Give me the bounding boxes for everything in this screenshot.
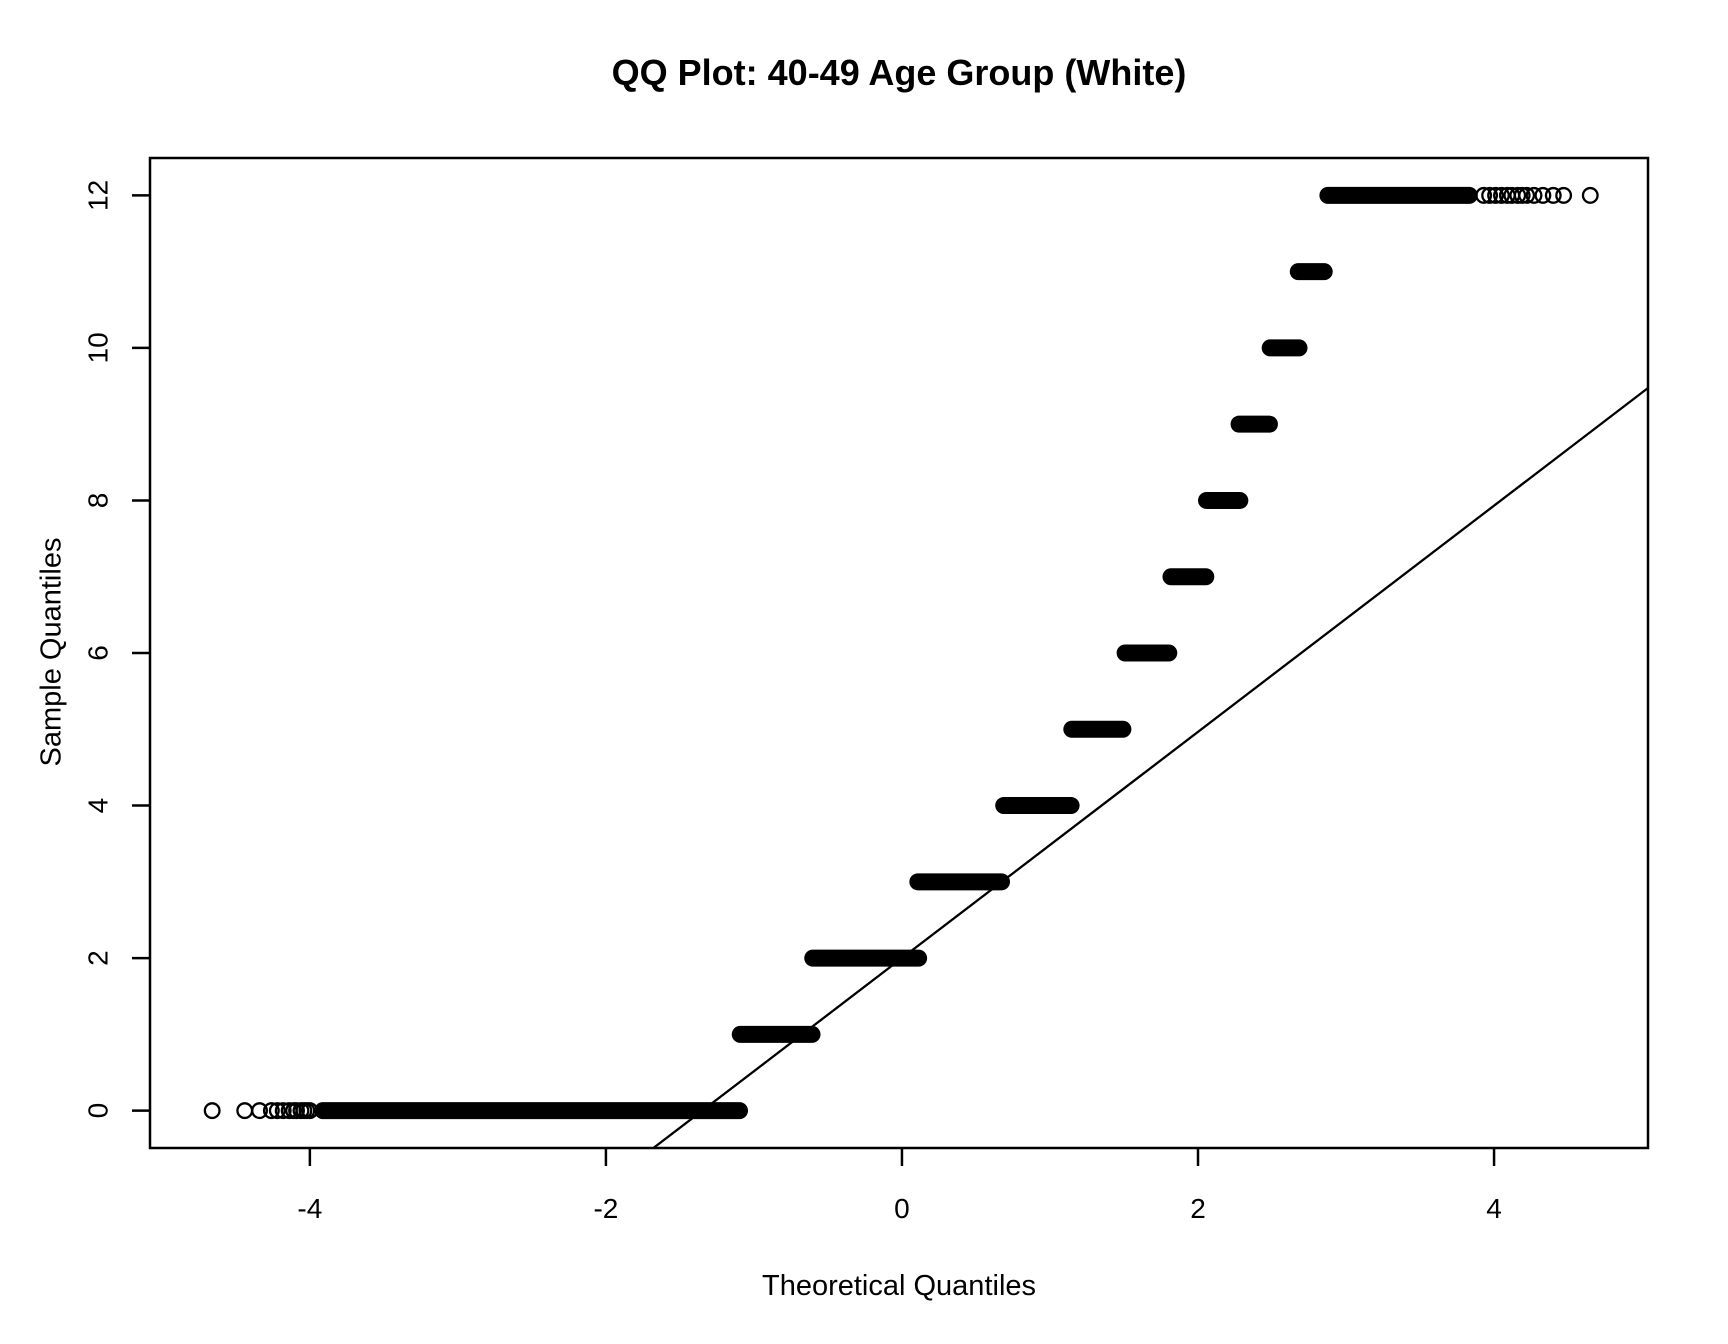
data-point-circle	[1493, 186, 1510, 204]
y-tick-label: 4	[82, 798, 113, 814]
chart-title: QQ Plot: 40-49 Age Group (White)	[611, 52, 1187, 93]
data-point-circle	[236, 1102, 254, 1120]
data-point-circle	[1513, 186, 1531, 204]
data-point-circle	[262, 1102, 280, 1120]
plot-border	[148, 156, 1650, 1150]
y-tick-label: 2	[82, 950, 113, 966]
y-tick-label: 12	[82, 180, 113, 211]
data-point-circle	[251, 1102, 268, 1120]
data-point-circle	[1581, 186, 1599, 204]
data-point-circle	[1509, 186, 1527, 204]
x-tick-label: 4	[1486, 1193, 1502, 1224]
y-tick-label: 10	[82, 332, 113, 363]
data-point-circle	[301, 1102, 319, 1120]
data-point-circle	[1475, 186, 1493, 204]
data-point-circle	[1481, 186, 1499, 204]
data-point-circle	[274, 1102, 292, 1120]
data-point-circle	[1534, 186, 1552, 204]
y-tick-label: 6	[82, 645, 113, 661]
data-point-circle	[1555, 186, 1573, 204]
y-axis-label: Sample Quantiles	[35, 537, 68, 767]
x-tick-label: -4	[297, 1193, 322, 1224]
data-point-circle	[288, 1102, 305, 1120]
qq-reference-line	[652, 387, 1649, 1149]
y-tick-label: 0	[82, 1103, 113, 1119]
data-point-circle	[1525, 186, 1543, 204]
data-point-circle	[268, 1102, 286, 1120]
x-tick-label: 2	[1190, 1193, 1206, 1224]
x-tick-label: 0	[894, 1193, 910, 1224]
data-point-circle	[1487, 186, 1504, 204]
x-tick-label: -2	[593, 1193, 618, 1224]
data-point-circle	[1544, 186, 1562, 204]
x-axis-label: Theoretical Quantiles	[761, 1270, 1037, 1302]
data-point-circle	[203, 1102, 221, 1120]
y-tick-label: 8	[82, 493, 113, 509]
data-point-circle	[1518, 186, 1536, 204]
